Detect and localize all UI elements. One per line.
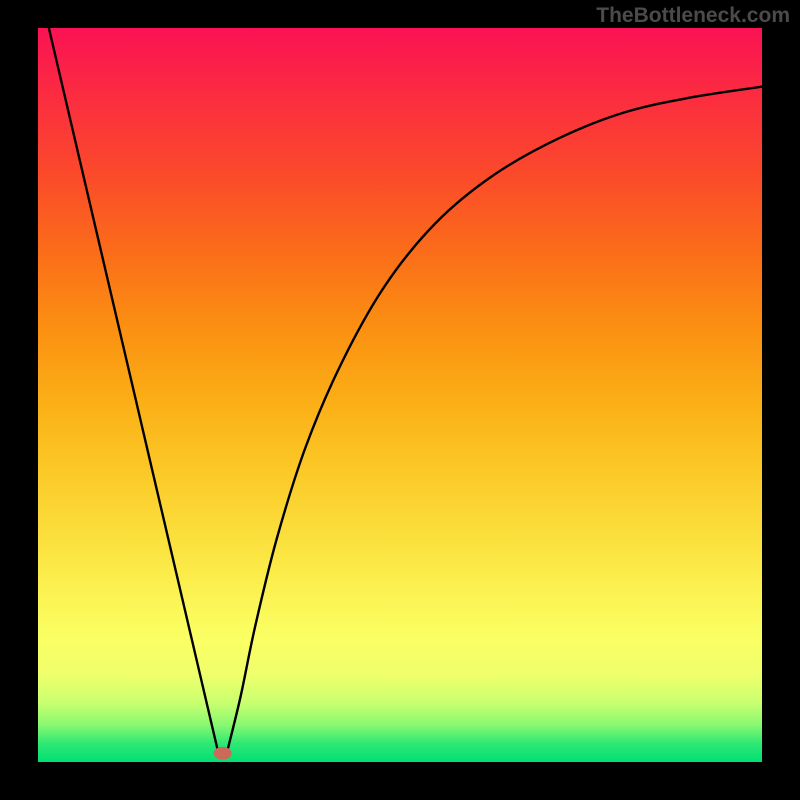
gradient-background (38, 28, 762, 762)
plot-svg (38, 28, 762, 762)
plot-area (38, 28, 762, 762)
optimum-marker (214, 747, 232, 760)
chart-container: TheBottleneck.com (0, 0, 800, 800)
watermark-text: TheBottleneck.com (596, 4, 790, 28)
